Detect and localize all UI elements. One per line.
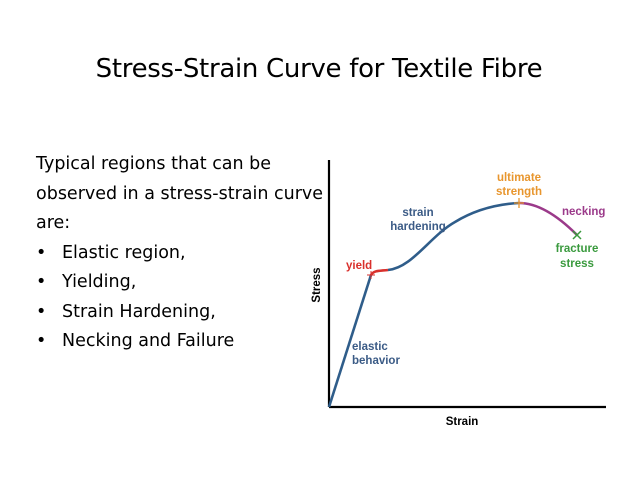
ultimate-point-marker xyxy=(514,198,524,208)
bullet-dot: • xyxy=(36,272,47,292)
necking-label: necking xyxy=(562,206,605,218)
bullet-list: • Elastic region, • Yielding, • Strain Hard… xyxy=(36,239,326,357)
bullet-item-strain-hardening: • Strain Hardening, xyxy=(36,298,326,328)
elastic-region-curve xyxy=(327,274,373,408)
fracture-label: fracture xyxy=(556,243,599,255)
strain-hardening-curve xyxy=(387,201,520,272)
yield-label: yield xyxy=(346,260,372,272)
yield-region-curve xyxy=(369,268,389,276)
bullet-item-yielding: • Yielding, xyxy=(36,268,326,298)
intro-text: Typical regions that can be observed in … xyxy=(36,154,324,233)
bullet-dot: • xyxy=(36,301,47,322)
strain-label: strain xyxy=(402,207,433,219)
hardening-label: hardening xyxy=(390,221,446,233)
body-text: Typical regions that can be observed in … xyxy=(36,150,326,357)
yield-point-marker xyxy=(367,271,375,279)
y-axis-label: Stress xyxy=(311,267,323,302)
bullet-item-necking: • Necking and Failure xyxy=(36,327,326,357)
slide-title: Stress-Strain Curve for Textile Fibre xyxy=(95,54,543,84)
fracture-point-marker xyxy=(572,230,582,240)
necking-curve xyxy=(518,201,578,236)
ultimate-label: ultimate xyxy=(497,172,541,184)
bullet-dot: • xyxy=(36,331,47,351)
stress-label: stress xyxy=(560,258,594,270)
bullet-item-elastic: • Elastic region, xyxy=(36,239,326,269)
bullet-label: Strain Hardening, xyxy=(62,301,216,322)
elastic-label: elastic xyxy=(352,341,388,353)
strength-label: strength xyxy=(496,186,542,198)
bullet-label: Yielding, xyxy=(62,272,137,292)
x-axis-label: Strain xyxy=(446,416,479,428)
bullet-label: Elastic region, xyxy=(62,242,186,263)
behavior-label: behavior xyxy=(352,355,400,367)
bullet-dot: • xyxy=(36,242,47,263)
bullet-label: Necking and Failure xyxy=(62,331,235,351)
